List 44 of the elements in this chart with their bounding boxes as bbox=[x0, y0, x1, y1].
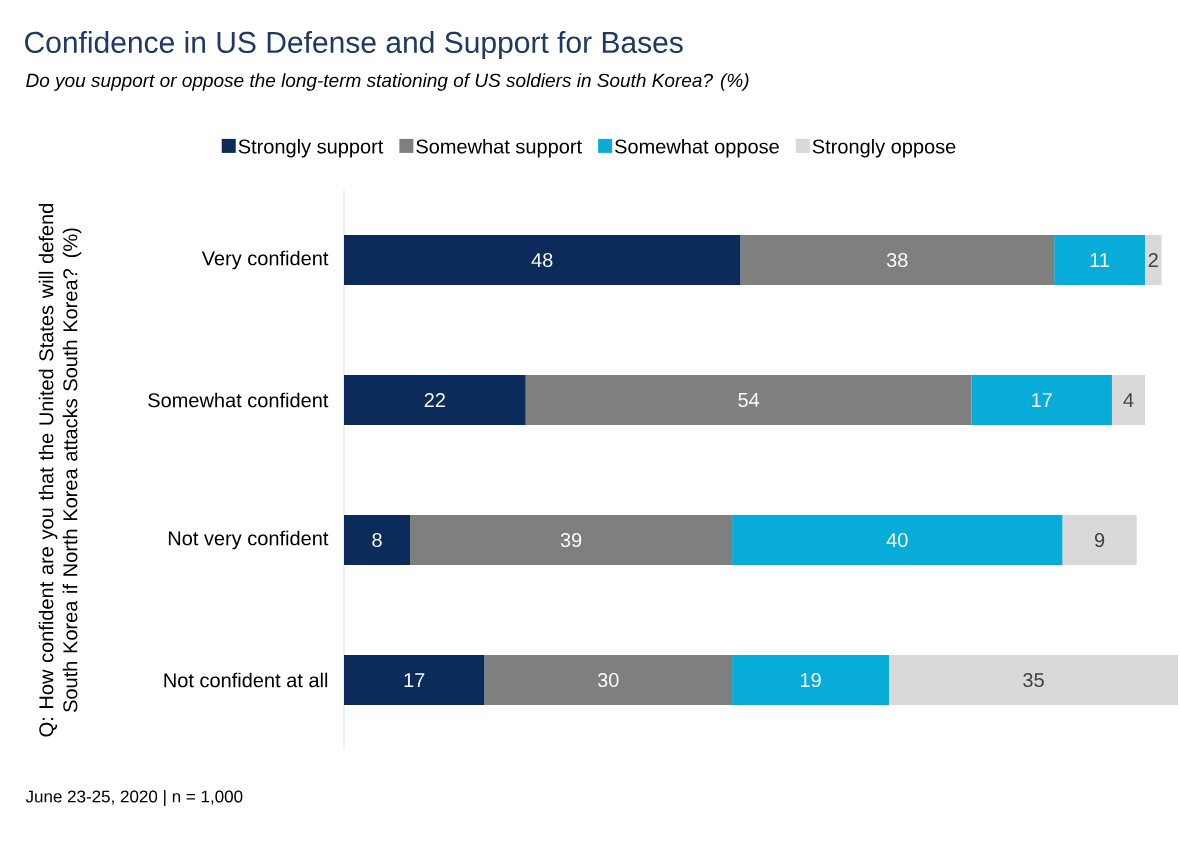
data-label: 48 bbox=[531, 252, 553, 268]
bar bbox=[740, 235, 1055, 286]
data-label: 11 bbox=[1090, 253, 1109, 267]
bar bbox=[889, 655, 1179, 706]
data-label: 54 bbox=[738, 393, 760, 407]
y-tick-label: Very confident bbox=[201, 250, 329, 270]
bar bbox=[1144, 235, 1162, 286]
chart-subtitle: Do you support or oppose the long-term stationing of US soldiers in South Korea? (%) bbox=[26, 73, 749, 91]
y-tick-label: Not confident at all bbox=[164, 672, 328, 688]
data-label: 4 bbox=[1123, 393, 1134, 407]
bar bbox=[484, 655, 733, 706]
bar bbox=[344, 375, 526, 426]
y-tick-label: Somewhat confident bbox=[148, 392, 329, 408]
data-label: 19 bbox=[800, 672, 821, 688]
data-label: 17 bbox=[404, 673, 425, 687]
data-label: 17 bbox=[1032, 393, 1052, 407]
bar bbox=[1111, 375, 1145, 426]
legend-label: Strongly support bbox=[238, 138, 384, 158]
data-label: 39 bbox=[560, 532, 582, 548]
text: June 23-25, 2020 | n = 1,000 bbox=[25, 790, 243, 806]
bar bbox=[525, 375, 972, 426]
bar bbox=[410, 515, 733, 566]
data-label: 2 bbox=[1148, 253, 1158, 267]
data-label: 8 bbox=[372, 532, 382, 548]
data-label: 40 bbox=[886, 532, 908, 548]
bar bbox=[971, 375, 1112, 426]
bar bbox=[344, 235, 741, 286]
bar bbox=[344, 515, 411, 566]
legend-label: Strongly oppose bbox=[812, 138, 956, 158]
bar bbox=[1054, 235, 1145, 286]
y-axis-title: Q: How confident are you that the United States will defend South Korea if North Korea attacks South Korea? (%) bbox=[38, 204, 82, 737]
legend-label: Somewhat support bbox=[416, 138, 582, 158]
y-tick-label: Not very confident bbox=[168, 530, 329, 550]
chart-title: Confidence in US Defense and Support for Bases bbox=[25, 31, 683, 59]
data-label: 30 bbox=[597, 672, 619, 688]
data-label: 22 bbox=[424, 393, 445, 407]
data-label: 35 bbox=[1023, 672, 1044, 688]
data-label: 9 bbox=[1094, 532, 1105, 548]
bar bbox=[732, 515, 1063, 566]
bar bbox=[1062, 515, 1137, 566]
bar bbox=[344, 655, 485, 706]
data-label: 38 bbox=[886, 252, 908, 268]
legend-label: Somewhat oppose bbox=[615, 138, 779, 158]
bar bbox=[732, 655, 889, 706]
